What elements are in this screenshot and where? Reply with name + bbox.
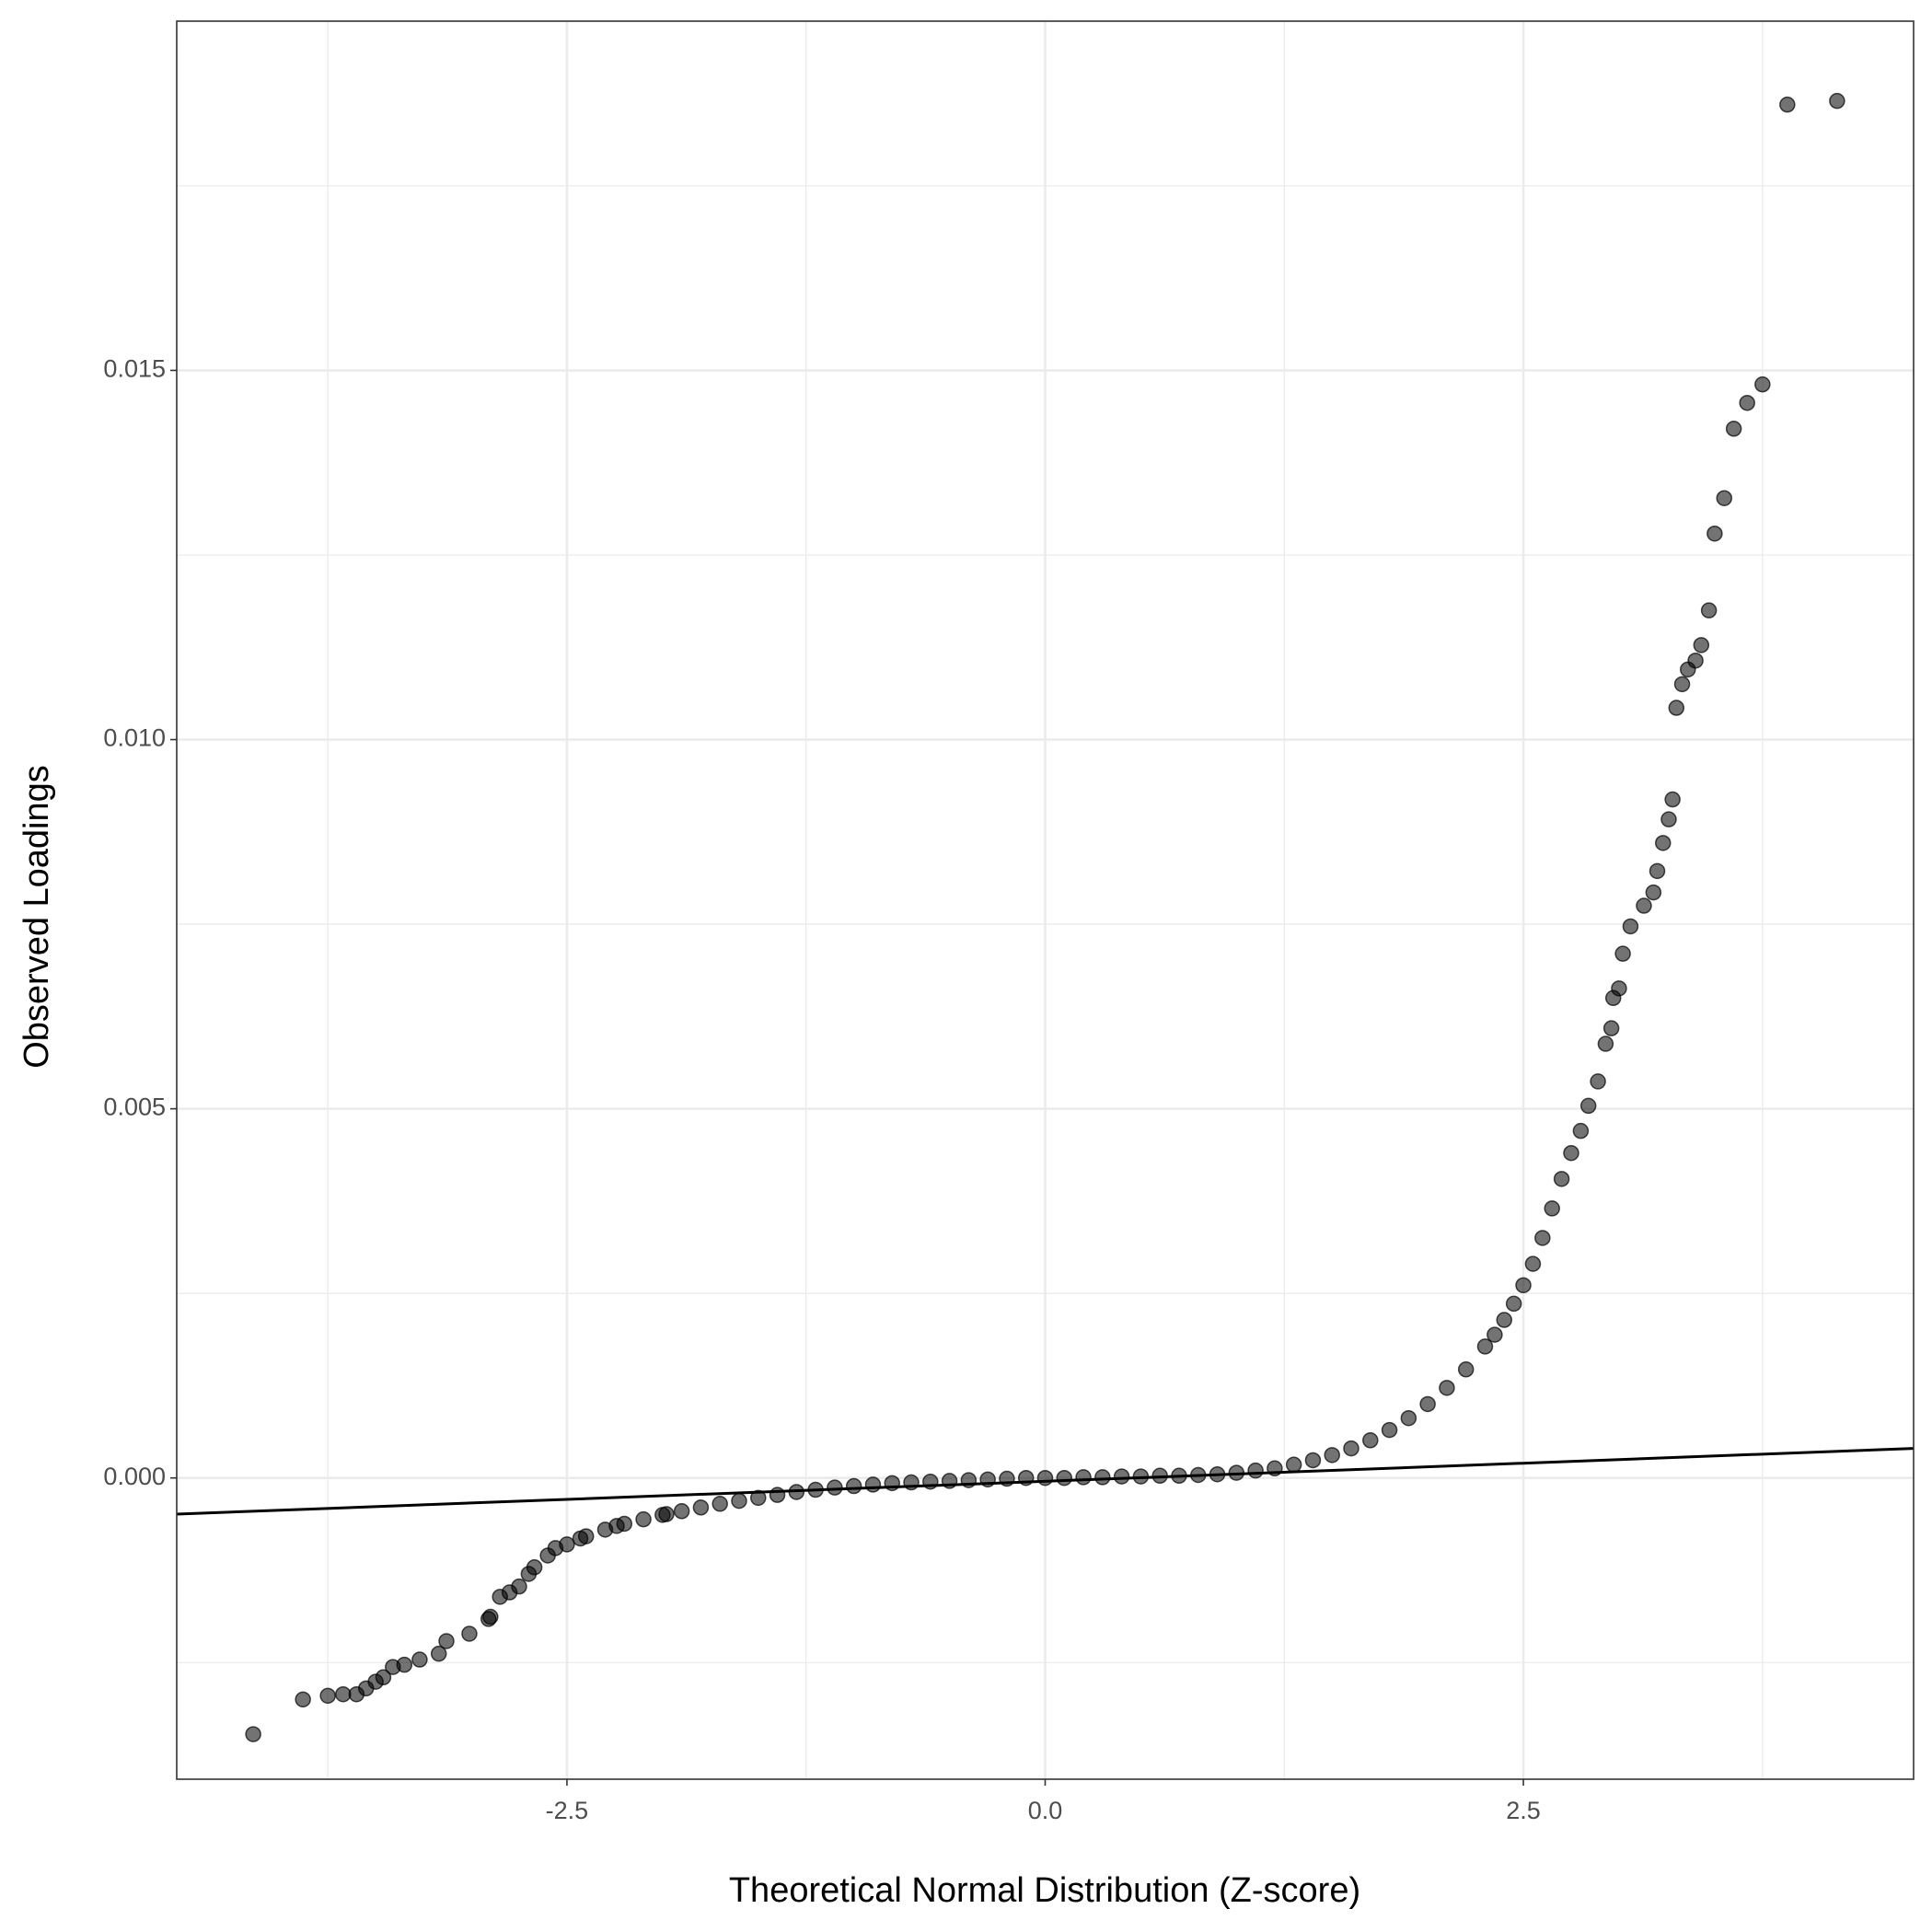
point [1597, 1035, 1614, 1052]
point [1113, 1468, 1130, 1485]
point [1664, 791, 1681, 808]
point [295, 1691, 311, 1708]
point [864, 1476, 882, 1493]
point [1487, 1326, 1503, 1343]
point [1660, 811, 1677, 827]
y-tick-label: 0.005 [103, 1093, 166, 1121]
point [1515, 1277, 1532, 1294]
point [1829, 92, 1845, 110]
point [319, 1687, 336, 1705]
point [526, 1559, 543, 1576]
x-tick-label: 0.0 [1028, 1797, 1063, 1824]
point [1739, 394, 1755, 411]
point [511, 1578, 527, 1595]
point [1496, 1312, 1513, 1328]
point [1645, 884, 1662, 901]
point [1693, 637, 1710, 654]
point [1524, 1255, 1542, 1272]
point [1439, 1380, 1455, 1396]
point [411, 1651, 428, 1668]
point [1343, 1440, 1359, 1457]
axes: -2.5 0.0 2.5 0.000 0.005 0.010 0.015 [103, 355, 1540, 1825]
point [1505, 1295, 1522, 1313]
point [577, 1528, 595, 1544]
point [635, 1510, 652, 1528]
point [769, 1487, 786, 1503]
point [1534, 1230, 1551, 1246]
point [1553, 1171, 1570, 1187]
x-tick-label: 2.5 [1506, 1797, 1541, 1824]
point [1075, 1469, 1092, 1486]
point [1419, 1395, 1436, 1413]
y-tick-label: 0.010 [103, 724, 166, 752]
y-tick-label: 0.015 [103, 355, 166, 383]
point [1572, 1122, 1590, 1140]
point [1381, 1421, 1398, 1439]
point [559, 1536, 575, 1553]
point [1673, 676, 1691, 693]
point [1655, 835, 1672, 851]
point [335, 1685, 352, 1703]
y-tick-label: 0.000 [103, 1463, 166, 1490]
point [1602, 1020, 1620, 1036]
point [1614, 945, 1631, 962]
marks [176, 92, 1915, 1742]
point [1687, 652, 1704, 669]
point [1611, 980, 1627, 997]
point [1362, 1432, 1379, 1449]
point [1622, 918, 1639, 935]
point [461, 1625, 478, 1642]
point [1563, 1144, 1579, 1162]
point [396, 1656, 413, 1673]
point [1668, 700, 1685, 716]
point [1725, 421, 1742, 437]
point [245, 1726, 261, 1742]
point [1706, 525, 1723, 542]
point [1779, 96, 1796, 113]
y-axis-title: Observed Loadings [17, 765, 56, 1069]
point [375, 1669, 392, 1686]
point [1579, 1097, 1597, 1115]
point [438, 1633, 455, 1649]
point [1247, 1462, 1264, 1479]
point [1700, 602, 1718, 619]
point [750, 1489, 767, 1507]
point [1476, 1338, 1494, 1355]
point [1036, 1469, 1054, 1487]
point [1716, 490, 1733, 506]
point [1457, 1361, 1475, 1378]
point [731, 1492, 747, 1510]
point [482, 1608, 499, 1625]
point [1056, 1469, 1073, 1487]
x-axis-title: Theoretical Normal Distribution (Z-score… [729, 1871, 1360, 1910]
point [1649, 862, 1666, 880]
point [827, 1479, 843, 1496]
point [711, 1496, 728, 1512]
reference-line [176, 1447, 1915, 1516]
point [1590, 1073, 1606, 1090]
point [1544, 1200, 1560, 1217]
x-tick-label: -2.5 [546, 1797, 589, 1824]
point [1324, 1447, 1340, 1463]
point [1754, 376, 1771, 393]
point [658, 1506, 675, 1522]
point [1285, 1456, 1302, 1474]
point [1636, 897, 1652, 914]
point [1094, 1469, 1111, 1486]
point [845, 1477, 862, 1495]
point [673, 1503, 690, 1520]
point [430, 1645, 447, 1662]
point [692, 1499, 710, 1516]
point [1304, 1452, 1322, 1469]
point [616, 1515, 633, 1533]
point [1400, 1409, 1417, 1427]
